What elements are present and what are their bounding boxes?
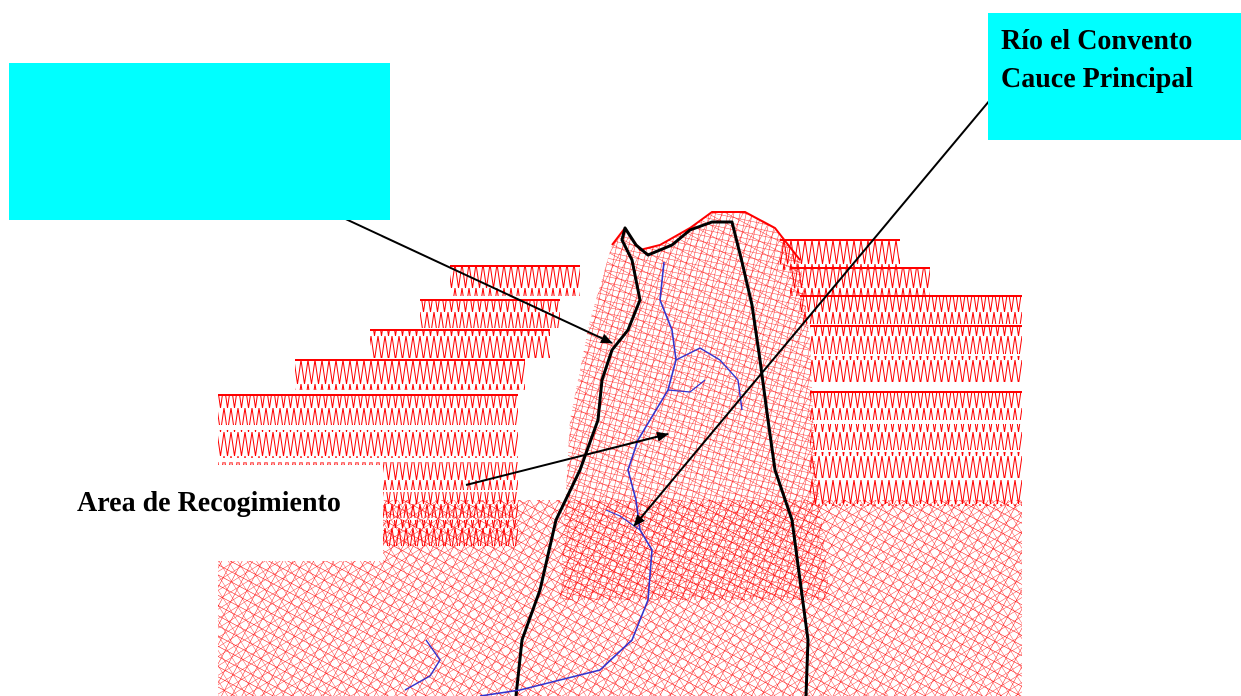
blank-annotation-box xyxy=(9,63,390,220)
arrow-area-label-to-basin xyxy=(465,431,669,486)
area-label-background xyxy=(0,465,383,561)
river-label-line2: Cauce Principal xyxy=(1001,63,1194,94)
mountain-mesh xyxy=(560,211,830,600)
river-label-box xyxy=(988,13,1241,140)
arrow-river-label-to-channel xyxy=(633,99,991,527)
river-label-line1: Río el Convento xyxy=(1001,25,1193,56)
area-label: Area de Recogimiento xyxy=(77,487,341,518)
watershed-boundary xyxy=(514,220,810,696)
terraces-right xyxy=(780,239,1022,506)
